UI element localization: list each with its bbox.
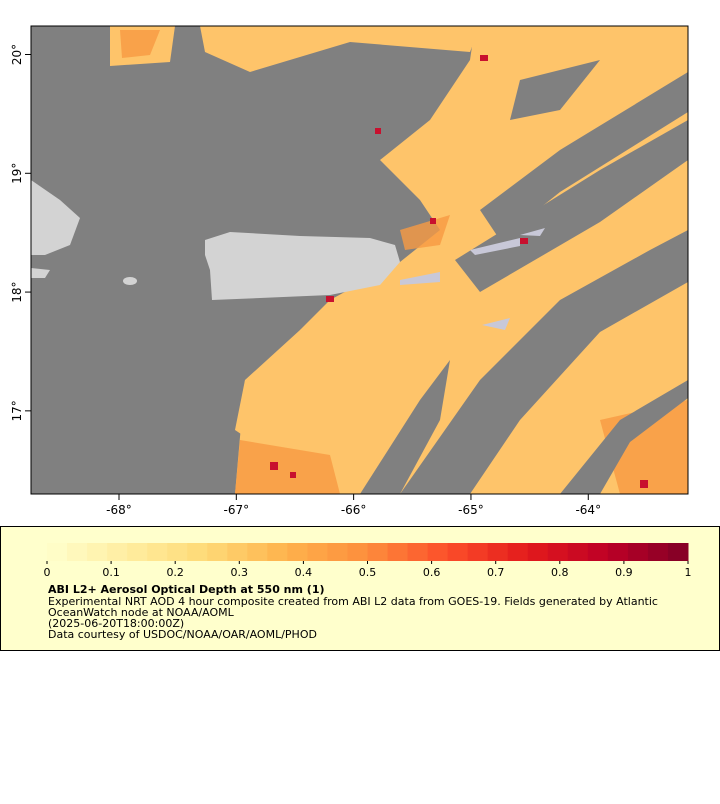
- y-tick-label: 18°: [10, 281, 24, 302]
- colorbar-tick-label: 0.8: [551, 566, 569, 579]
- colorbar-step: [627, 543, 649, 561]
- colorbar-step: [127, 543, 148, 561]
- colorbar-step: [427, 543, 449, 561]
- colorbar-step: [107, 543, 128, 561]
- map-frame: [30, 25, 689, 495]
- colorbar-tick-label: 0.3: [231, 566, 249, 579]
- colorbar-step: [147, 543, 168, 561]
- colorbar-step: [67, 543, 88, 561]
- colorbar-step: [387, 543, 409, 561]
- colorbar-step: [347, 543, 368, 561]
- colorbar-step: [647, 543, 669, 561]
- colorbar-step: [367, 543, 389, 561]
- colorbar-step: [567, 543, 589, 561]
- x-tick-label: -66°: [341, 503, 367, 517]
- colorbar-tick-label: 0.4: [295, 566, 313, 579]
- colorbar-step: [227, 543, 248, 561]
- colorbar-step: [587, 543, 609, 561]
- x-tick-label: -67°: [224, 503, 250, 517]
- colorbar-tick-label: 0.7: [487, 566, 505, 579]
- legend-line: Data courtesy of USDOC/NOAA/OAR/AOML/PHO…: [48, 628, 317, 641]
- y-tick-label: 19°: [10, 163, 24, 184]
- colorbar-step: [447, 543, 469, 561]
- legend-line: (2025-06-20T18:00:00Z): [48, 617, 184, 630]
- islands: [400, 228, 545, 330]
- colorbar-tick-label: 0.6: [423, 566, 441, 579]
- colorbar-step: [407, 543, 429, 561]
- colorbar-step: [87, 543, 108, 561]
- colorbar-step: [547, 543, 569, 561]
- colorbar-step: [307, 543, 328, 561]
- x-tick-label: -65°: [458, 503, 484, 517]
- y-tick-label: 20°: [10, 44, 24, 65]
- colorbar-tick-label: 0: [44, 566, 51, 579]
- colorbar-step: [327, 543, 348, 561]
- colorbar-tick-label: 0.9: [615, 566, 633, 579]
- colorbar-step: [467, 543, 489, 561]
- map: [30, 25, 689, 495]
- colorbar-step: [267, 543, 288, 561]
- land: [31, 180, 400, 300]
- colorbar: 0 0.1 0.2 0.3 0.4 0.5 0.6 0.7 0.8 0.9 1: [44, 543, 692, 579]
- colorbar-step: [187, 543, 208, 561]
- colorbar-tick-label: 1: [685, 566, 692, 579]
- colorbar-tick-label: 0.1: [102, 566, 120, 579]
- axes: -68° -67° -66° -65° -64° 20° 19° 18° 17°: [10, 44, 601, 517]
- x-tick-label: -64°: [575, 503, 601, 517]
- clear-streaks: [360, 60, 688, 494]
- colorbar-step: [507, 543, 529, 561]
- legend-title: ABI L2+ Aerosol Optical Depth at 550 nm …: [48, 583, 325, 596]
- colorbar-step: [527, 543, 549, 561]
- legend-line: OceanWatch node at NOAA/AOML: [48, 606, 235, 619]
- colorbar-step: [167, 543, 188, 561]
- colorbar-step: [607, 543, 629, 561]
- colorbar-tick-label: 0.5: [359, 566, 377, 579]
- colorbar-step: [47, 543, 68, 561]
- colorbar-tick-label: 0.2: [166, 566, 184, 579]
- aerosol-peaks: [270, 55, 648, 488]
- y-tick-label: 17°: [10, 400, 24, 421]
- colorbar-step: [287, 543, 308, 561]
- legend-line: Experimental NRT AOD 4 hour composite cr…: [48, 595, 658, 608]
- colorbar-step: [487, 543, 509, 561]
- x-tick-label: -68°: [106, 503, 132, 517]
- colorbar-step: [667, 543, 689, 561]
- colorbar-step: [207, 543, 228, 561]
- colorbar-step: [247, 543, 268, 561]
